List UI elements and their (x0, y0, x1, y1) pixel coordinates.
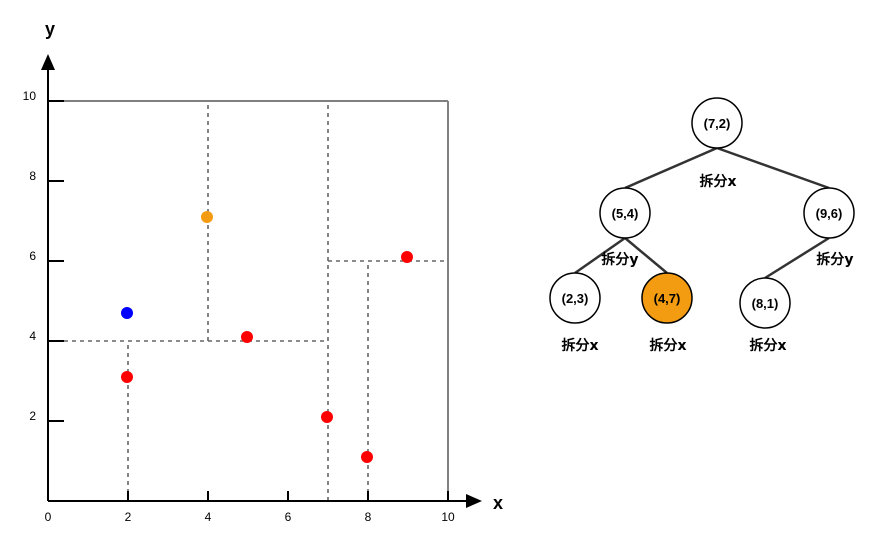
split-81-label: 拆分x (749, 337, 786, 354)
tree-node-label: (7,2) (704, 116, 731, 131)
x-tick-label: 2 (125, 510, 132, 524)
y-tick-label: 4 (29, 329, 36, 343)
data-point (361, 451, 373, 463)
tree-node-n96: (9,6) (803, 187, 855, 239)
tree-node-circle (599, 187, 651, 239)
x-axis-label: x (493, 493, 503, 513)
split-47-label: 拆分x (649, 337, 686, 354)
tree-node-label: (8,1) (752, 296, 779, 311)
scatter-plot: x y 0 2 4 6 8 10 2 4 6 8 10 (23, 19, 503, 524)
x-tick-label: 8 (365, 510, 372, 524)
split-23-label: 拆分x (561, 337, 598, 354)
tree-node-label: (5,4) (612, 206, 639, 221)
split-72-label: 拆分x (699, 173, 736, 190)
tree-edge-n96-n81 (764, 236, 830, 280)
tree-node-circle (691, 97, 743, 149)
tree-edge-n54-n23 (574, 236, 626, 275)
data-point (201, 211, 213, 223)
tree-node-circle (739, 277, 791, 329)
y-tick-label: 2 (29, 409, 36, 423)
data-point (121, 371, 133, 383)
data-point (401, 251, 413, 263)
tree-node-circle (641, 272, 693, 324)
tree-node-label: (4,7) (654, 291, 681, 306)
kd-tree: (7,2) (5,4) (9,6) (2,3) (4,7) (8,1) 拆分x 拆分y 拆分y… (549, 97, 855, 354)
tree-node-n54: (5,4) (599, 187, 651, 239)
data-point (121, 307, 133, 319)
y-tick-label: 6 (29, 249, 36, 263)
tree-node-circle (549, 272, 601, 324)
data-point (321, 411, 333, 423)
x-tick-label: 6 (285, 510, 292, 524)
plot-axes: x y (41, 19, 503, 513)
y-tick-label: 10 (23, 89, 37, 103)
x-tick-label: 0 (45, 510, 52, 524)
tree-node-n23: (2,3) (549, 272, 601, 324)
tree-node-n47: (4,7) (641, 272, 693, 324)
tree-node-circle (803, 187, 855, 239)
data-point (241, 331, 253, 343)
y-axis-label: y (45, 19, 55, 39)
axis-ticks: 0 2 4 6 8 10 2 4 6 8 10 (23, 89, 455, 524)
tree-nodes: (7,2) (5,4) (9,6) (2,3) (4,7) (8,1) (549, 97, 855, 329)
y-axis-arrow (41, 54, 55, 70)
data-points (121, 211, 413, 463)
x-tick-label: 4 (205, 510, 212, 524)
split-54-label: 拆分y (601, 251, 638, 268)
y-tick-label: 8 (29, 169, 36, 183)
tree-node-label: (9,6) (816, 206, 843, 221)
split-96-label: 拆分y (816, 251, 853, 268)
tree-edge-n72-n96 (716, 146, 830, 190)
partition-lines (48, 100, 449, 501)
tree-edge-n72-n54 (624, 146, 718, 190)
x-axis-arrow (466, 494, 482, 508)
x-tick-label: 10 (441, 510, 455, 524)
tree-edges (574, 146, 830, 280)
tree-node-label: (2,3) (562, 291, 589, 306)
tree-node-n72: (7,2) (691, 97, 743, 149)
tree-edge-n54-n47 (624, 237, 668, 274)
tree-node-n81: (8,1) (739, 277, 791, 329)
split-labels: 拆分x 拆分y 拆分y 拆分x 拆分x 拆分x (561, 173, 853, 354)
